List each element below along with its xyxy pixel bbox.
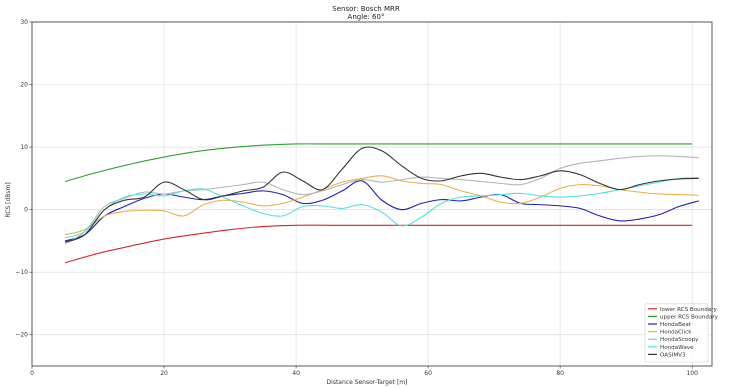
chart-title: Sensor: Bosch MRR (332, 5, 400, 13)
x-tick-label: 80 (556, 370, 564, 377)
y-tick-label: 0 (24, 207, 28, 214)
legend-entry-oasimv3: OASIMV3 (660, 352, 686, 358)
tick-layer: 0 20 40 60 80 100 −20 −10 0 10 20 30 (15, 19, 698, 377)
series-line-lower-rcs-boundary (64, 224, 693, 264)
legend-entry-upper-rcs-boundary: upper RCS Boundary (660, 314, 719, 320)
legend-entry-hondabeat: HondaBeat (660, 322, 692, 328)
y-tick-label: 20 (20, 82, 28, 89)
y-tick-label: 10 (20, 144, 28, 151)
x-axis-label: Distance Sensor-Target [m] (327, 379, 408, 386)
series-line-hondawave (64, 177, 699, 239)
x-tick-label: 0 (30, 370, 34, 377)
series-line-hondaclick (64, 175, 699, 236)
chart-subtitle: Angle: 60° (348, 13, 385, 21)
series-layer (64, 143, 699, 264)
x-tick-label: 40 (292, 370, 300, 377)
legend-entry-hondascoopy: HondaScoopy (660, 337, 699, 343)
series-line-oasimv3 (64, 146, 699, 243)
series-line-upper-rcs-boundary (64, 143, 693, 183)
legend-entry-lower-rcs-boundary: lower RCS Boundary (660, 307, 718, 313)
x-tick-label: 60 (424, 370, 432, 377)
y-tick-label: −20 (15, 332, 28, 339)
series-line-hondascoopy (64, 155, 699, 245)
y-tick-label: −10 (15, 269, 28, 276)
plot-frame (31, 21, 713, 367)
legend-box (644, 303, 709, 363)
y-axis-label: RCS [dBsm] (5, 182, 12, 217)
legend-entry-hondawave: HondaWave (660, 345, 694, 351)
x-tick-label: 20 (160, 370, 168, 377)
legend-entry-hondaclick: HondaClick (660, 330, 692, 336)
x-tick-label: 100 (686, 370, 698, 377)
y-tick-label: 30 (20, 19, 28, 26)
